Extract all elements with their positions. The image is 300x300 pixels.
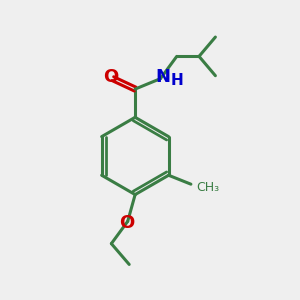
Text: N: N xyxy=(155,68,170,86)
Text: O: O xyxy=(103,68,118,86)
Text: CH₃: CH₃ xyxy=(196,181,219,194)
Text: H: H xyxy=(170,73,183,88)
Text: O: O xyxy=(119,214,135,232)
